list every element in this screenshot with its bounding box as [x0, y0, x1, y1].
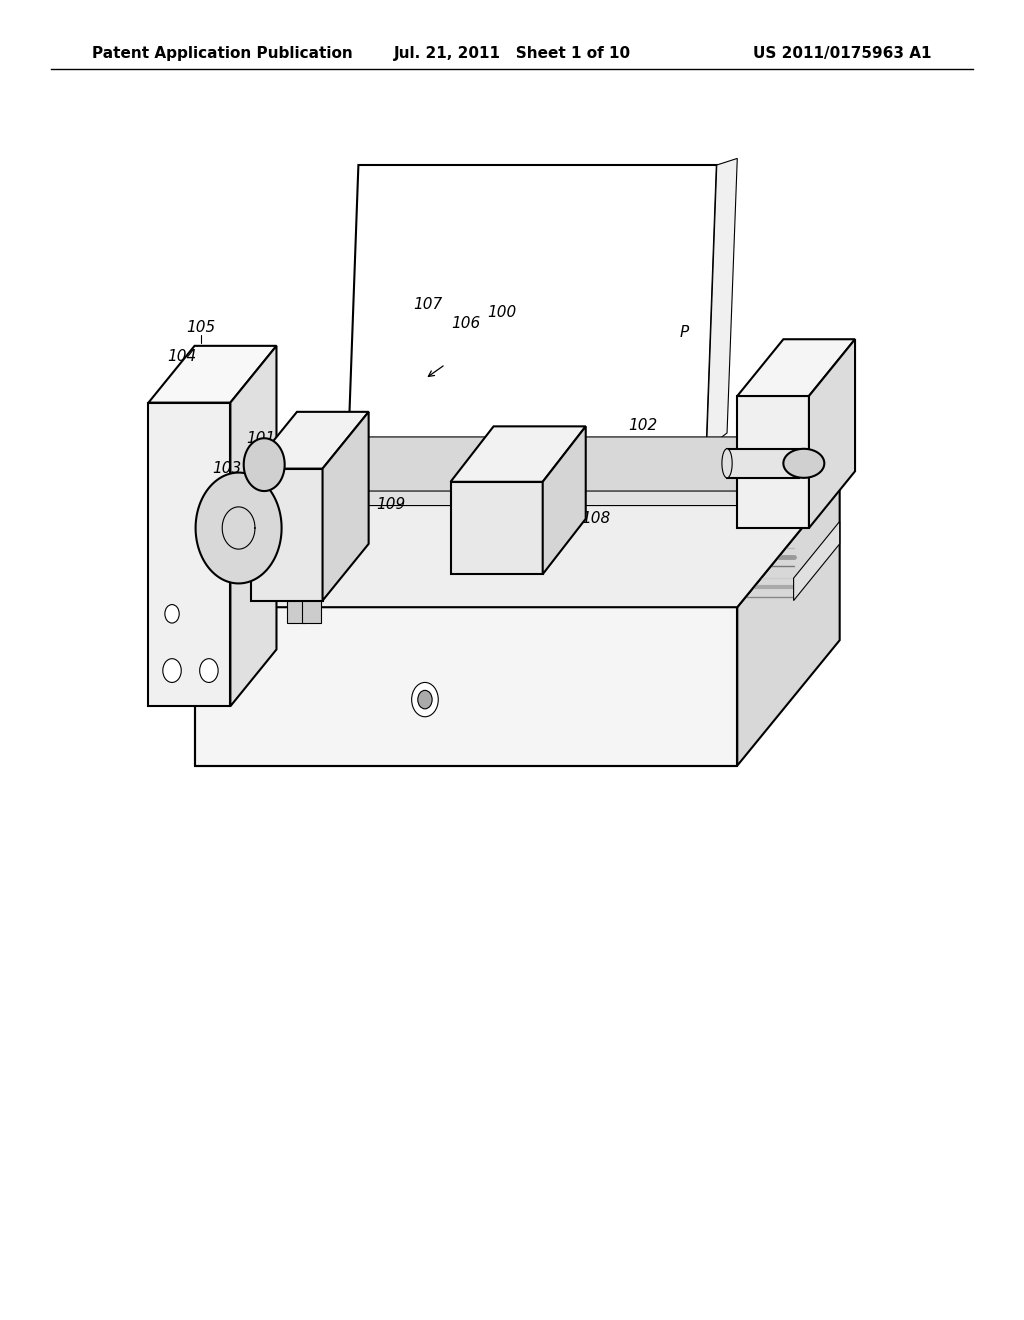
Text: a: a: [515, 499, 522, 512]
Text: FIG.1: FIG.1: [455, 219, 569, 256]
Circle shape: [412, 682, 438, 717]
Polygon shape: [348, 165, 717, 449]
Text: US 2011/0175963 A1: US 2011/0175963 A1: [754, 46, 932, 61]
Text: 107: 107: [414, 297, 442, 313]
Text: 109: 109: [377, 496, 406, 512]
Polygon shape: [148, 403, 230, 706]
Polygon shape: [727, 449, 799, 478]
Circle shape: [200, 659, 218, 682]
Polygon shape: [307, 437, 778, 491]
Polygon shape: [287, 601, 305, 623]
Text: 100: 100: [487, 305, 516, 321]
Text: 108: 108: [582, 511, 610, 527]
Polygon shape: [251, 469, 323, 601]
Text: 104: 104: [168, 348, 197, 364]
Polygon shape: [451, 426, 586, 482]
Polygon shape: [794, 521, 840, 601]
Polygon shape: [251, 412, 369, 469]
Polygon shape: [302, 601, 321, 623]
Text: 105: 105: [186, 319, 215, 335]
Polygon shape: [737, 396, 809, 528]
Text: Jul. 21, 2011   Sheet 1 of 10: Jul. 21, 2011 Sheet 1 of 10: [393, 46, 631, 61]
Circle shape: [163, 659, 181, 682]
Polygon shape: [148, 346, 276, 403]
Polygon shape: [783, 449, 824, 478]
Polygon shape: [707, 158, 737, 449]
Polygon shape: [451, 482, 543, 574]
Polygon shape: [737, 339, 855, 396]
Text: 102: 102: [629, 417, 657, 433]
Polygon shape: [737, 482, 840, 766]
Polygon shape: [195, 607, 737, 766]
Text: Patent Application Publication: Patent Application Publication: [92, 46, 353, 61]
Polygon shape: [244, 438, 285, 491]
Polygon shape: [307, 451, 778, 506]
Circle shape: [418, 690, 432, 709]
Text: 110': 110': [463, 511, 496, 527]
Polygon shape: [323, 412, 369, 601]
Polygon shape: [195, 482, 840, 607]
Polygon shape: [230, 346, 276, 706]
Polygon shape: [196, 473, 282, 583]
Text: P: P: [679, 325, 689, 341]
Text: 106: 106: [452, 315, 480, 331]
Text: 101: 101: [247, 430, 275, 446]
Polygon shape: [543, 426, 586, 574]
Text: b: b: [515, 515, 523, 528]
Text: 103: 103: [213, 461, 242, 477]
Circle shape: [165, 605, 179, 623]
Polygon shape: [809, 339, 855, 528]
Polygon shape: [722, 449, 732, 478]
